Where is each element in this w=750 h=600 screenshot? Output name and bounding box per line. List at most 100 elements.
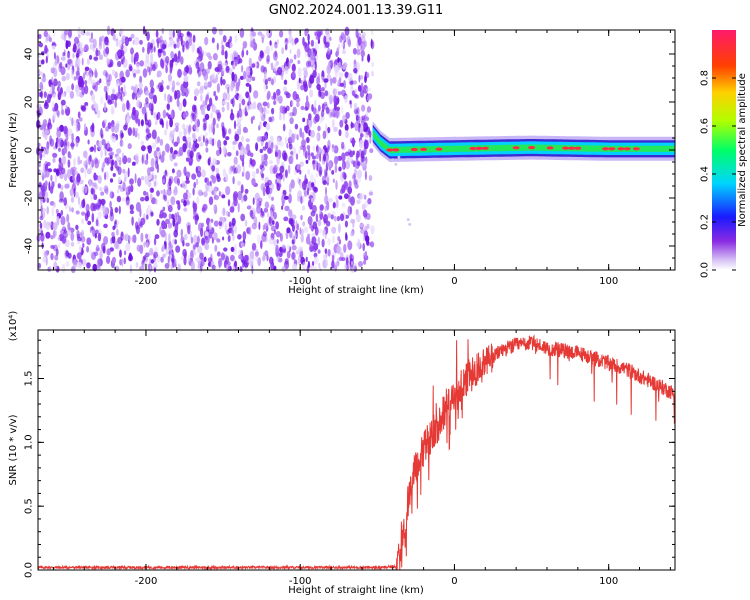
noise-speckle bbox=[318, 104, 321, 112]
noise-speckle bbox=[132, 127, 135, 137]
noise-speckle bbox=[210, 253, 213, 262]
x-tick-label: 100 bbox=[599, 576, 618, 587]
noise-speckle bbox=[310, 39, 315, 47]
noise-speckle bbox=[300, 233, 304, 243]
noise-speckle bbox=[160, 154, 165, 163]
noise-speckle bbox=[243, 70, 246, 80]
noise-speckle bbox=[232, 62, 236, 70]
noise-speckle bbox=[347, 240, 353, 251]
noise-speckle bbox=[202, 203, 208, 211]
noise-speckle bbox=[64, 228, 67, 235]
noise-speckle bbox=[94, 175, 99, 181]
noise-speckle bbox=[102, 245, 106, 254]
noise-speckle bbox=[210, 175, 215, 180]
noise-speckle bbox=[348, 180, 352, 189]
noise-speckle bbox=[324, 248, 327, 254]
noise-speckle bbox=[157, 36, 162, 42]
noise-speckle bbox=[366, 106, 372, 113]
noise-speckle bbox=[186, 173, 190, 179]
noise-speckle bbox=[290, 71, 296, 81]
noise-speckle bbox=[156, 70, 162, 78]
noise-speckle bbox=[196, 81, 201, 87]
noise-speckle bbox=[152, 179, 158, 188]
noise-speckle bbox=[121, 197, 127, 202]
noise-speckle bbox=[312, 155, 316, 160]
noise-speckle bbox=[165, 65, 168, 74]
noise-speckle bbox=[288, 164, 291, 174]
noise-speckle bbox=[44, 191, 49, 199]
noise-speckle bbox=[344, 220, 348, 228]
noise-speckle bbox=[227, 261, 231, 266]
noise-speckle bbox=[173, 141, 179, 147]
noise-speckle bbox=[286, 143, 289, 149]
noise-speckle bbox=[268, 187, 273, 195]
x-tick-label: 100 bbox=[599, 276, 618, 287]
noise-speckle bbox=[317, 219, 322, 227]
noise-speckle bbox=[221, 207, 226, 217]
noise-speckle bbox=[124, 36, 129, 47]
noise-speckle bbox=[190, 250, 194, 260]
noise-speckle bbox=[296, 223, 300, 231]
noise-speckle bbox=[241, 98, 246, 106]
noise-speckle bbox=[150, 157, 155, 168]
noise-speckle bbox=[40, 199, 43, 206]
noise-speckle bbox=[245, 170, 251, 181]
noise-speckle bbox=[164, 143, 170, 153]
noise-speckle bbox=[259, 121, 262, 130]
noise-speckle bbox=[45, 55, 48, 64]
noise-speckle bbox=[121, 258, 124, 267]
noise-speckle bbox=[370, 40, 375, 50]
noise-speckle bbox=[112, 225, 116, 231]
noise-speckle bbox=[336, 215, 341, 222]
noise-speckle bbox=[60, 66, 66, 76]
noise-speckle bbox=[108, 73, 112, 82]
noise-speckle bbox=[80, 167, 85, 173]
noise-speckle bbox=[157, 136, 161, 143]
noise-speckle bbox=[288, 129, 293, 138]
noise-speckle bbox=[298, 77, 301, 84]
noise-speckle bbox=[79, 245, 82, 253]
noise-speckle bbox=[194, 143, 200, 149]
noise-speckle bbox=[73, 157, 76, 167]
noise-speckle bbox=[291, 239, 295, 245]
noise-speckle bbox=[147, 263, 151, 271]
noise-speckle bbox=[323, 103, 328, 111]
noise-speckle bbox=[232, 140, 238, 145]
noise-speckle bbox=[342, 114, 346, 123]
noise-speckle bbox=[237, 117, 242, 124]
noise-speckle bbox=[309, 244, 314, 252]
faint-dot bbox=[391, 158, 395, 162]
noise-speckle bbox=[275, 145, 279, 154]
noise-speckle bbox=[180, 228, 183, 238]
noise-speckle bbox=[52, 244, 58, 252]
noise-speckle bbox=[183, 192, 188, 200]
noise-speckle bbox=[255, 61, 260, 69]
noise-speckle bbox=[300, 196, 303, 204]
noise-speckle bbox=[61, 235, 67, 244]
noise-speckle bbox=[342, 65, 347, 70]
noise-speckle bbox=[241, 135, 244, 142]
noise-speckle bbox=[357, 36, 362, 46]
noise-speckle bbox=[197, 222, 203, 232]
noise-speckle bbox=[111, 235, 116, 244]
noise-speckle bbox=[282, 113, 285, 121]
noise-speckle bbox=[163, 195, 168, 202]
noise-speckle bbox=[316, 146, 322, 156]
noise-speckle bbox=[276, 39, 279, 45]
noise-speckle bbox=[327, 126, 331, 134]
noise-speckle bbox=[149, 166, 155, 172]
noise-speckle bbox=[190, 261, 195, 271]
noise-speckle bbox=[275, 231, 281, 238]
noise-speckle bbox=[239, 149, 244, 156]
noise-speckle bbox=[312, 183, 315, 191]
noise-speckle bbox=[40, 230, 44, 237]
noise-speckle bbox=[355, 153, 359, 162]
noise-speckle bbox=[332, 88, 337, 96]
noise-speckle bbox=[61, 30, 64, 41]
noise-speckle bbox=[246, 205, 252, 210]
noise-speckle bbox=[357, 85, 362, 92]
noise-speckle bbox=[134, 36, 140, 46]
noise-speckle bbox=[164, 92, 167, 102]
noise-speckle bbox=[101, 139, 106, 146]
noise-speckle bbox=[329, 59, 334, 68]
